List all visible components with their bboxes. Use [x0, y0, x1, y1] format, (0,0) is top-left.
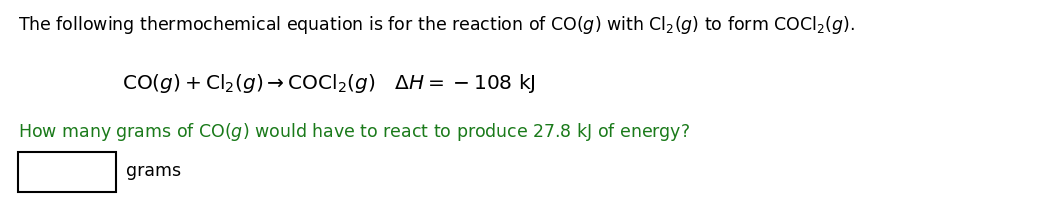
Text: grams: grams: [126, 162, 181, 180]
Text: The following thermochemical equation is for the reaction of $\mathrm{CO}(g)$ wi: The following thermochemical equation is…: [18, 14, 855, 36]
Text: How many grams of $\mathrm{CO}(g)$ would have to react to produce 27.8 kJ of ene: How many grams of $\mathrm{CO}(g)$ would…: [18, 121, 691, 143]
Text: $\mathrm{CO}(g) + \mathrm{Cl_2}(g) \rightarrow \mathrm{COCl_2}(g) \quad \Delta H: $\mathrm{CO}(g) + \mathrm{Cl_2}(g) \righ…: [122, 72, 536, 95]
FancyBboxPatch shape: [18, 152, 116, 192]
